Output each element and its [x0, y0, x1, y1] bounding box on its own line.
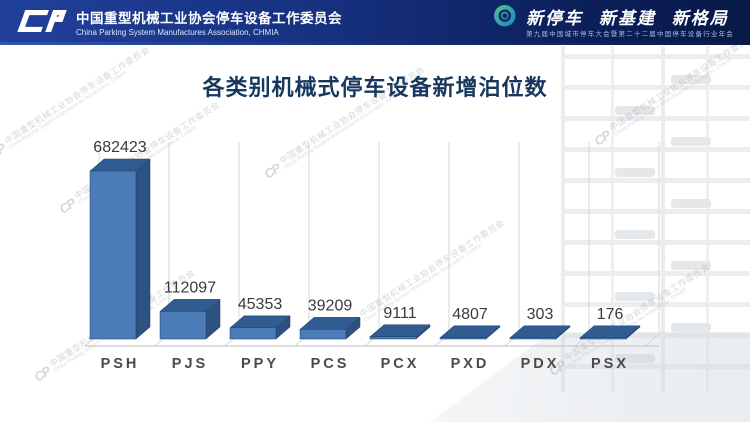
category-label-PJS: PJS	[172, 356, 208, 372]
value-label-PDX: 303	[527, 306, 554, 323]
header-left-group: 中国重型机械工业协会停车设备工作委员会 China Parking System…	[14, 4, 342, 43]
bar-PCS	[299, 316, 361, 340]
bar-PSH	[89, 158, 151, 340]
watermark-cp-glyph: CP	[0, 140, 8, 162]
slogan-subtitle: 第九届中国城市停车大会暨第二十二届中国停车设备行业年会	[526, 30, 734, 38]
watermark: CP 中国重型机械工业协会停车设备工作委员会 China Parking Syste…	[31, 267, 197, 385]
floor-diagonal	[224, 333, 240, 347]
value-label-PCX: 9111	[383, 305, 416, 322]
floor-diagonal	[294, 333, 310, 347]
page-title: 各类别机械式停车设备新增泊位数	[202, 75, 548, 100]
slogan-block: 新停车 新基建 新格局 第九届中国城市停车大会暨第二十二届中国停车设备行业年会	[526, 8, 734, 40]
value-label-PPY: 45353	[238, 296, 283, 313]
watermark: CP 中国重型机械工业协会停车设备工作委员会 China Parking Syste…	[56, 99, 222, 217]
cp-association-logo	[14, 4, 68, 43]
watermark-cp-glyph: CP	[56, 195, 78, 217]
value-label-PJS: 112097	[164, 279, 216, 296]
floor-diagonal	[434, 333, 450, 347]
watermark-cp-glyph: CP	[31, 363, 53, 385]
watermark-cp-glyph: CP	[261, 160, 283, 182]
org-name-en: China Parking System Manufactures Associ…	[76, 27, 279, 37]
category-label-PCX: PCX	[381, 356, 420, 372]
category-label-PPY: PPY	[241, 356, 279, 372]
floor-diagonal	[364, 333, 380, 347]
bar-PJS	[159, 298, 221, 340]
category-label-PSH: PSH	[101, 356, 140, 372]
floor-diagonal	[504, 333, 520, 347]
watermark-cp-glyph: CP	[341, 313, 363, 335]
parking-tower-photo	[553, 46, 750, 422]
org-name-block: 中国重型机械工业协会停车设备工作委员会 China Parking System…	[76, 10, 342, 38]
bar-PCX	[369, 324, 431, 340]
org-name-cn: 中国重型机械工业协会停车设备工作委员会	[76, 10, 342, 26]
value-label-PXD: 4807	[452, 306, 488, 323]
header-right-group: 新停车 新基建 新格局 第九届中国城市停车大会暨第二十二届中国停车设备行业年会	[487, 3, 734, 44]
bar-PXD	[439, 325, 501, 340]
watermark: CP 中国重型机械工业协会停车设备工作委员会 China Parking Syste…	[341, 217, 507, 335]
floor-diagonal	[154, 333, 170, 347]
watermark: CP 中国重型机械工业协会停车设备工作委员会 China Parking Syste…	[0, 44, 155, 162]
category-label-PCS: PCS	[311, 356, 350, 372]
parking-p-logo	[487, 3, 519, 44]
floor-diagonal	[84, 333, 100, 347]
header-bar: 中国重型机械工业协会停车设备工作委员会 China Parking System…	[0, 0, 750, 45]
slogan-text: 新停车 新基建 新格局	[526, 8, 729, 29]
bar-PPY	[229, 315, 291, 340]
category-label-PXD: PXD	[451, 356, 490, 372]
value-label-PSH: 682423	[93, 139, 146, 156]
value-label-PCS: 39209	[308, 297, 353, 314]
